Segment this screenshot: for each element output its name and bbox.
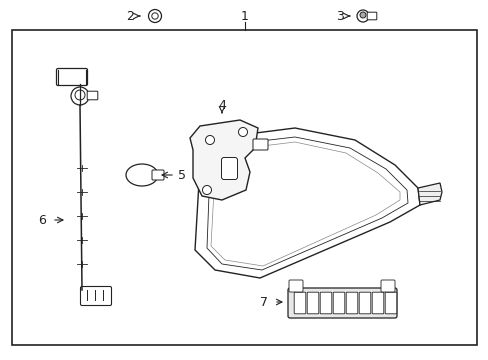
Bar xyxy=(12,30,476,345)
Text: 3: 3 xyxy=(335,9,343,23)
Polygon shape xyxy=(190,120,258,200)
FancyBboxPatch shape xyxy=(288,280,303,292)
Circle shape xyxy=(359,12,365,18)
Circle shape xyxy=(356,10,368,22)
Polygon shape xyxy=(195,128,419,278)
Polygon shape xyxy=(417,183,441,205)
FancyBboxPatch shape xyxy=(87,91,98,100)
Circle shape xyxy=(151,13,158,19)
FancyBboxPatch shape xyxy=(380,280,394,292)
FancyBboxPatch shape xyxy=(320,292,331,314)
Circle shape xyxy=(205,135,214,144)
Text: 5: 5 xyxy=(178,168,185,181)
Text: 6: 6 xyxy=(38,213,46,226)
Text: 7: 7 xyxy=(260,296,267,309)
FancyBboxPatch shape xyxy=(371,292,383,314)
Ellipse shape xyxy=(126,164,158,186)
Circle shape xyxy=(71,87,89,105)
FancyBboxPatch shape xyxy=(81,287,111,306)
Text: 1: 1 xyxy=(241,9,248,23)
Circle shape xyxy=(75,90,85,100)
FancyBboxPatch shape xyxy=(366,12,376,20)
FancyBboxPatch shape xyxy=(57,68,87,86)
FancyBboxPatch shape xyxy=(346,292,357,314)
Circle shape xyxy=(148,9,161,23)
FancyBboxPatch shape xyxy=(221,158,237,180)
Text: 2: 2 xyxy=(126,9,134,23)
FancyBboxPatch shape xyxy=(306,292,318,314)
Polygon shape xyxy=(210,142,399,266)
Circle shape xyxy=(202,185,211,194)
FancyBboxPatch shape xyxy=(359,292,370,314)
FancyBboxPatch shape xyxy=(385,292,396,314)
Circle shape xyxy=(238,127,247,136)
FancyBboxPatch shape xyxy=(152,170,163,180)
FancyBboxPatch shape xyxy=(332,292,344,314)
Polygon shape xyxy=(206,137,407,270)
FancyBboxPatch shape xyxy=(287,288,396,318)
FancyBboxPatch shape xyxy=(252,139,267,150)
Text: 4: 4 xyxy=(218,99,225,112)
FancyBboxPatch shape xyxy=(294,292,305,314)
